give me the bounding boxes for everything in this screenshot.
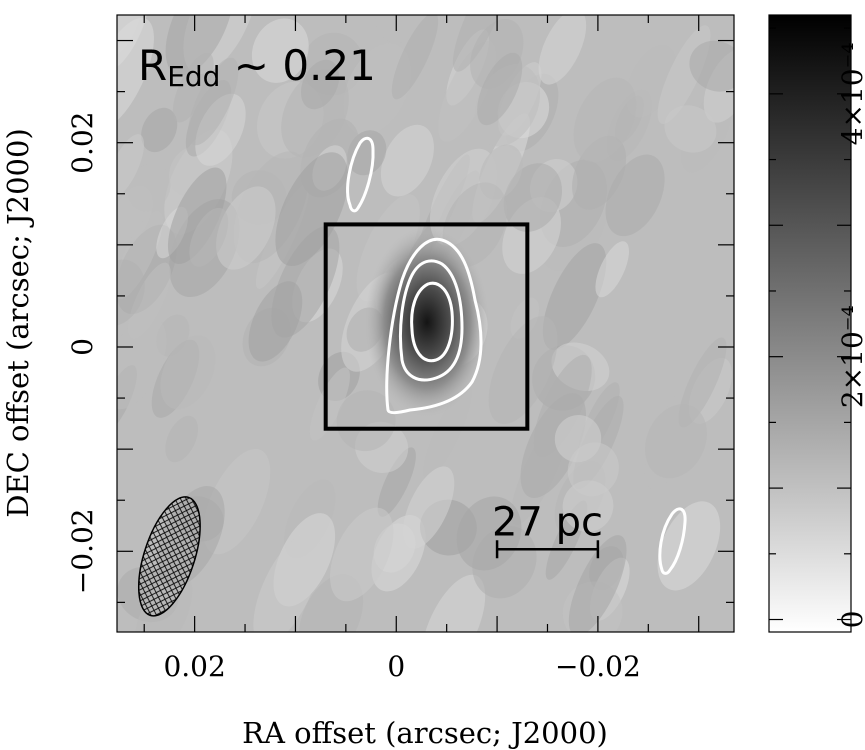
colorbar-ticks (769, 27, 851, 621)
noise-patch (664, 105, 717, 153)
noise-patch (538, 15, 587, 85)
noise-patch (377, 447, 416, 517)
noise-patch (689, 40, 734, 92)
noise-patch (343, 43, 411, 135)
noise-patch (391, 15, 439, 100)
colorbar (768, 14, 852, 633)
noise-patch (165, 415, 199, 463)
noise-patch (189, 207, 229, 267)
noise-patch (117, 134, 145, 199)
scale-bar-label: 27 pc (492, 499, 603, 545)
noise-patch (275, 152, 349, 267)
noise-patch (595, 241, 629, 298)
noise-patch (573, 77, 637, 163)
edd-ratio-sub: Edd (167, 60, 220, 93)
noise-patch (567, 442, 619, 497)
x-tick-label: 0 (387, 650, 405, 683)
x-tick-label: 0.02 (163, 650, 225, 683)
y-tick-label: −0.02 (66, 508, 99, 594)
noise-patch (375, 15, 424, 43)
noise-patch (167, 167, 227, 265)
noise-patch (657, 501, 721, 591)
colorbar-tick-labels: 0 2×10⁻⁴ 4×10⁻⁴ (836, 42, 865, 628)
y-axis-title: DEC offset (arcsec; J2000) (1, 128, 35, 518)
edd-ratio-main: R (138, 41, 167, 90)
noise-patch (423, 385, 472, 480)
contours (346, 136, 687, 575)
noise-patch (488, 316, 558, 425)
noise-patch (216, 186, 276, 270)
x-axis-title: RA offset (arcsec; J2000) (242, 716, 608, 750)
noise-patch (117, 17, 154, 131)
edd-ratio-annotation: REdd ~ 0.21 (138, 41, 376, 93)
axis-tick-labels: 0.02 0 −0.02 0.02 0 −0.02 (66, 112, 641, 683)
scale-bar (495, 540, 600, 559)
plot-frame (116, 14, 735, 633)
noise-patch (644, 404, 707, 479)
noise-patch (253, 533, 321, 632)
noise-patch (533, 354, 592, 457)
contour-level-3 (410, 281, 454, 363)
x-tick-label: −0.02 (555, 650, 641, 683)
noise-patch (568, 535, 627, 632)
contour-island-southeast (658, 507, 687, 575)
noise-patch (128, 262, 171, 339)
contour-island-north (346, 136, 375, 213)
colorbar-tick-label: 2×10⁻⁴ (836, 305, 865, 408)
noise-patch (479, 144, 523, 200)
noise-patch (542, 243, 607, 350)
emission-blob (365, 227, 489, 417)
zoom-box (323, 222, 530, 431)
colorbar-tick-label: 0 (836, 611, 865, 629)
noise-patch (127, 163, 171, 212)
noise-patch (188, 57, 239, 146)
y-tick-label: 0 (66, 338, 99, 356)
noise-patch (452, 15, 511, 72)
noise-patch (421, 574, 486, 632)
colorbar-tick-label: 4×10⁻⁴ (836, 42, 865, 145)
noise-patch (356, 194, 420, 302)
noise-patch (456, 496, 522, 571)
noise-patch (678, 337, 727, 428)
noise-patch (160, 335, 216, 410)
noise-patch (330, 507, 394, 602)
beam-ellipse (137, 496, 201, 617)
noise-patch (117, 316, 167, 410)
y-tick-label: 0.02 (66, 112, 99, 174)
noise-patch (477, 52, 523, 126)
noise-patch (172, 52, 214, 123)
noise-patch (165, 15, 234, 76)
noise-patch (309, 367, 350, 441)
noise-patch (248, 281, 303, 362)
noise-patch (300, 59, 340, 110)
noise-patch (380, 124, 434, 197)
contour-level-2 (399, 259, 464, 382)
noise-patch (402, 466, 455, 549)
noise-patch (141, 107, 178, 153)
edd-ratio-value: ~ 0.21 (220, 41, 375, 90)
noise-patch (336, 390, 396, 452)
noise-patch (605, 154, 665, 237)
axis-ticks (117, 15, 734, 632)
contour-level-1 (385, 237, 483, 415)
noise-patch (251, 18, 309, 83)
